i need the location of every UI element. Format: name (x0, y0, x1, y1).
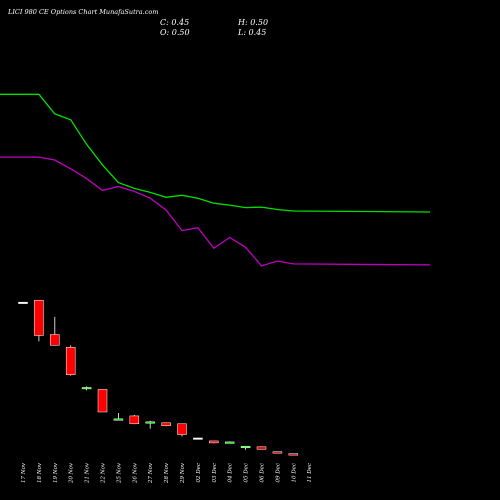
x-tick-label: 29 Nov (180, 462, 186, 484)
candle-body (288, 453, 299, 456)
candle-20-nov (65, 345, 76, 376)
candle-body (129, 415, 140, 425)
candle-body (50, 334, 60, 346)
moving-average-layer (0, 93, 431, 267)
candle-19-nov (50, 316, 60, 346)
x-tick-label: 18 Nov (37, 462, 43, 483)
chart-title: LICI 980 CE Options Chart MunafaSutra.co… (8, 8, 159, 16)
x-tick-label: 28 Nov (164, 462, 170, 484)
candle-10-dec (288, 453, 299, 456)
x-tick-label: 26 Nov (132, 462, 138, 484)
x-tick-label: 09 Dec (275, 463, 281, 483)
x-tick-label: 17 Nov (21, 462, 27, 483)
candle-body (177, 423, 187, 435)
x-tick-label: 04 Dec (228, 463, 234, 483)
candle-25-nov (113, 412, 124, 421)
candle-21-nov (81, 386, 92, 391)
open-value: O: 0.50 (160, 28, 190, 37)
candle-body (209, 440, 219, 444)
candle-06-dec (256, 446, 267, 450)
candle-body (256, 446, 267, 450)
candle-28-nov (161, 422, 171, 427)
candle-17-nov (18, 301, 28, 304)
x-tick-label: 11 Dec (307, 463, 313, 483)
moving-average-line-2 (0, 156, 431, 267)
candle-body (272, 451, 283, 454)
low-value: L: 0.45 (238, 28, 267, 37)
candle-body (240, 446, 251, 449)
x-axis-tick-layer: 17 Nov 18 Nov 19 Nov 20 Nov 21 Nov 22 Nov 25 N… (21, 462, 313, 484)
candle-09-dec (272, 451, 283, 454)
candle-03-dec (209, 440, 219, 444)
candle-body (97, 389, 108, 413)
close-value: C: 0.45 (160, 18, 190, 27)
x-tick-label: 21 Nov (85, 462, 91, 484)
candle-27-nov (145, 420, 155, 429)
candle-05-dec (240, 446, 251, 450)
x-tick-label: 19 Nov (53, 462, 59, 483)
x-tick-label: 06 Dec (260, 463, 266, 483)
candle-body (224, 441, 235, 444)
high-value: H: 0.50 (238, 18, 269, 27)
x-tick-label: 05 Dec (244, 463, 250, 483)
x-tick-label: 10 Dec (291, 463, 297, 483)
candle-body (113, 418, 124, 421)
candle-22-nov (97, 389, 108, 413)
candle-26-nov (129, 414, 140, 425)
candle-body (193, 437, 203, 440)
candle-02-dec (193, 437, 203, 440)
x-tick-label: 03 Dec (212, 463, 218, 483)
x-tick-label: 25 Nov (116, 462, 122, 484)
candle-body (65, 347, 76, 375)
candle-body (34, 299, 44, 336)
candle-layer (18, 299, 299, 456)
candle-body (145, 421, 155, 424)
candle-body (161, 422, 171, 426)
x-tick-label: 22 Nov (101, 462, 107, 484)
x-tick-label: 27 Nov (148, 462, 154, 484)
moving-average-line-1 (0, 93, 431, 213)
x-tick-label: 20 Nov (69, 462, 75, 484)
candle-body (81, 387, 92, 390)
candle-18-nov (34, 299, 44, 342)
x-tick-label: 02 Dec (196, 463, 202, 483)
candle-29-nov (177, 423, 187, 437)
candle-body (18, 301, 28, 304)
candle-04-dec (224, 441, 235, 444)
